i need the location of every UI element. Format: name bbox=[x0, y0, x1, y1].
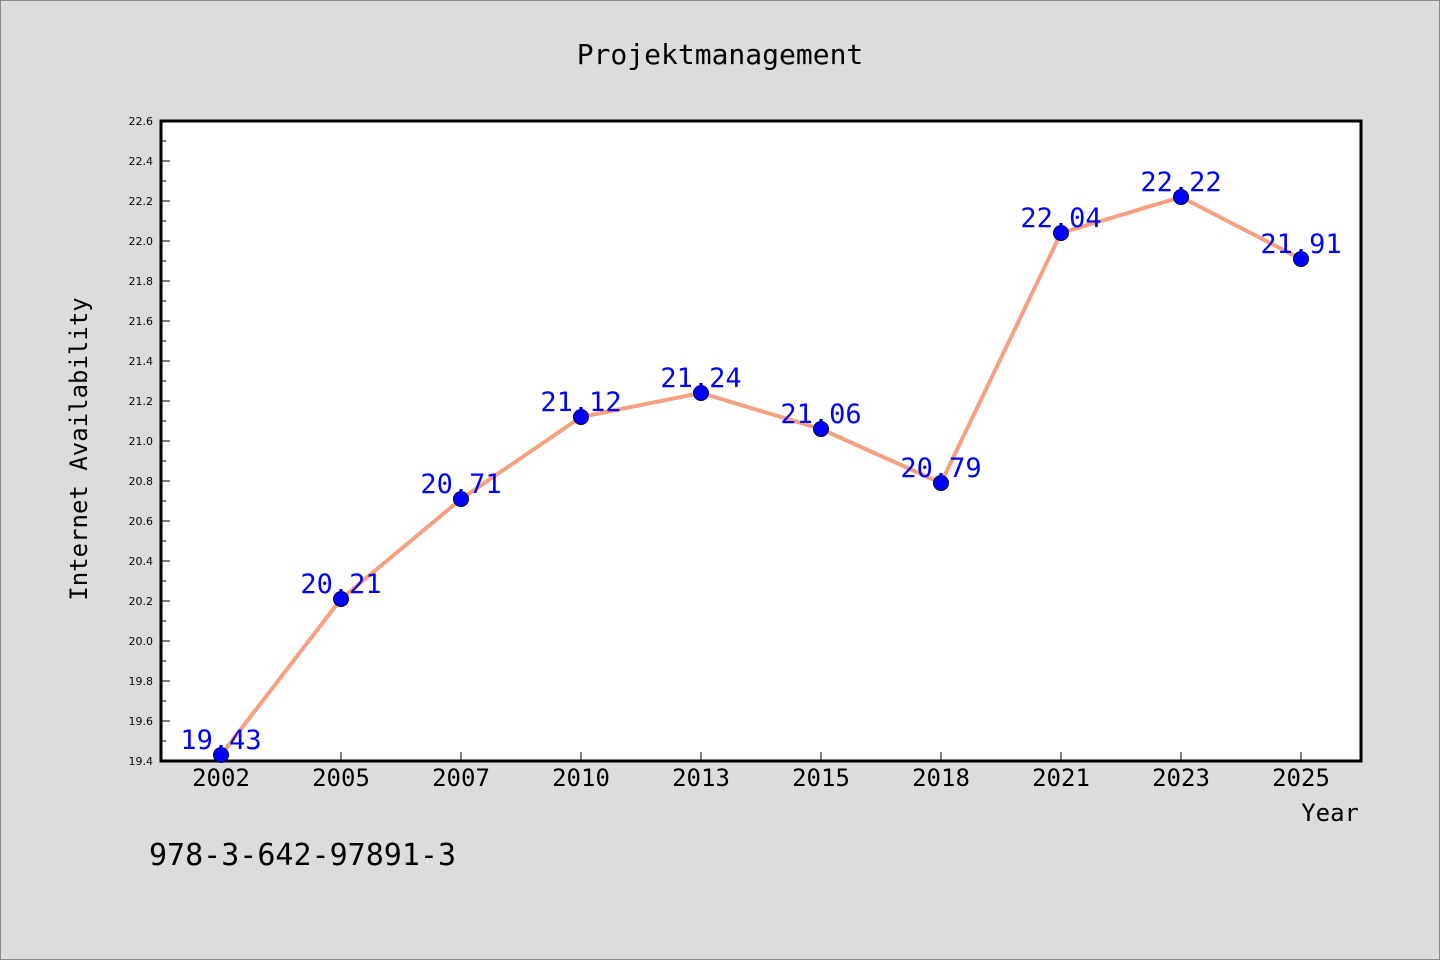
data-point bbox=[213, 747, 229, 763]
y-tick-label: 20.4 bbox=[129, 555, 154, 568]
series-line bbox=[219, 195, 1303, 757]
plot-area bbox=[159, 119, 1363, 763]
data-label: 20.79 bbox=[900, 453, 981, 484]
x-tick-label: 2023 bbox=[1152, 764, 1210, 792]
x-tick-label: 2005 bbox=[312, 764, 370, 792]
y-tick-label: 21.6 bbox=[129, 315, 154, 328]
data-point bbox=[813, 421, 829, 437]
y-tick-label: 22.0 bbox=[129, 235, 154, 248]
x-axis-label: Year bbox=[1301, 799, 1359, 827]
chart-title: Projektmanagement bbox=[577, 38, 864, 71]
data-point bbox=[333, 591, 349, 607]
data-point bbox=[693, 385, 709, 401]
y-tick-label: 21.2 bbox=[129, 395, 154, 408]
data-label: 21.12 bbox=[540, 387, 621, 418]
y-tick-label: 19.4 bbox=[129, 755, 154, 768]
data-label: 22.04 bbox=[1020, 203, 1101, 234]
data-markers bbox=[213, 189, 1309, 763]
isbn-text: 978-3-642-97891-3 bbox=[149, 838, 456, 873]
x-tick-label: 2015 bbox=[792, 764, 850, 792]
x-tick-label: 2010 bbox=[552, 764, 610, 792]
y-tick-label: 20.6 bbox=[129, 515, 154, 528]
data-label: 21.91 bbox=[1260, 229, 1341, 260]
y-tick-label: 19.8 bbox=[129, 675, 154, 688]
y-tick-label: 22.6 bbox=[129, 115, 154, 128]
data-point bbox=[1173, 189, 1189, 205]
data-label: 21.06 bbox=[780, 399, 861, 430]
y-tick-label: 20.2 bbox=[129, 595, 154, 608]
x-tick-label: 2002 bbox=[192, 764, 250, 792]
data-point bbox=[573, 409, 589, 425]
y-tick-label: 20.8 bbox=[129, 475, 154, 488]
x-tick-label: 2021 bbox=[1032, 764, 1090, 792]
data-point bbox=[933, 475, 949, 491]
data-label: 21.24 bbox=[660, 363, 741, 394]
series-line-group bbox=[219, 195, 1303, 757]
y-tick-label: 21.8 bbox=[129, 275, 154, 288]
data-point bbox=[453, 491, 469, 507]
data-label: 20.71 bbox=[420, 469, 501, 500]
x-tick-label: 2007 bbox=[432, 764, 490, 792]
y-axis: 19.4 19.6 19.8 20.0 20.2 20.4 20.6 20.8 21.0 21.2… bbox=[129, 115, 170, 768]
data-label: 20.21 bbox=[300, 569, 381, 600]
y-tick-label: 20.0 bbox=[129, 635, 154, 648]
data-label: 22.22 bbox=[1140, 167, 1221, 198]
y-axis-label: Internet Availability bbox=[65, 297, 93, 600]
y-tick-label: 21.4 bbox=[129, 355, 154, 368]
data-point bbox=[1293, 251, 1309, 267]
x-axis: 2002 2005 2007 2010 2013 2015 2018 2021 2023 2025 bbox=[192, 752, 1330, 792]
data-labels: 19.43 20.21 20.71 21.12 21.24 21.06 20.79 22.04… bbox=[180, 167, 1341, 756]
x-tick-label: 2013 bbox=[672, 764, 730, 792]
x-tick-label: 2025 bbox=[1272, 764, 1330, 792]
data-label: 19.43 bbox=[180, 725, 261, 756]
y-tick-label: 22.2 bbox=[129, 195, 154, 208]
x-tick-label: 2018 bbox=[912, 764, 970, 792]
y-tick-label: 22.4 bbox=[129, 155, 154, 168]
data-point bbox=[1053, 225, 1069, 241]
y-tick-label: 19.6 bbox=[129, 715, 154, 728]
y-tick-label: 21.0 bbox=[129, 435, 154, 448]
